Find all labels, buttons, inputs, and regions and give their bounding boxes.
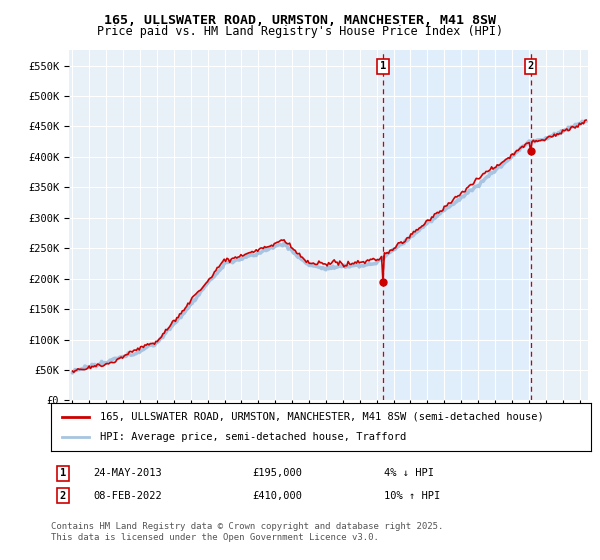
Text: £195,000: £195,000 [252, 468, 302, 478]
Text: Contains HM Land Registry data © Crown copyright and database right 2025.: Contains HM Land Registry data © Crown c… [51, 522, 443, 531]
Text: 165, ULLSWATER ROAD, URMSTON, MANCHESTER, M41 8SW: 165, ULLSWATER ROAD, URMSTON, MANCHESTER… [104, 14, 496, 27]
Text: HPI: Average price, semi-detached house, Trafford: HPI: Average price, semi-detached house,… [100, 432, 406, 442]
Text: 4% ↓ HPI: 4% ↓ HPI [384, 468, 434, 478]
Text: 2: 2 [527, 61, 533, 71]
Text: This data is licensed under the Open Government Licence v3.0.: This data is licensed under the Open Gov… [51, 533, 379, 542]
Text: 1: 1 [60, 468, 66, 478]
Text: 1: 1 [380, 61, 386, 71]
Text: 2: 2 [60, 491, 66, 501]
Text: 24-MAY-2013: 24-MAY-2013 [93, 468, 162, 478]
Text: 10% ↑ HPI: 10% ↑ HPI [384, 491, 440, 501]
Text: 08-FEB-2022: 08-FEB-2022 [93, 491, 162, 501]
Text: £410,000: £410,000 [252, 491, 302, 501]
Text: Price paid vs. HM Land Registry's House Price Index (HPI): Price paid vs. HM Land Registry's House … [97, 25, 503, 38]
Text: 165, ULLSWATER ROAD, URMSTON, MANCHESTER, M41 8SW (semi-detached house): 165, ULLSWATER ROAD, URMSTON, MANCHESTER… [100, 412, 544, 422]
Bar [383, 50, 530, 400]
